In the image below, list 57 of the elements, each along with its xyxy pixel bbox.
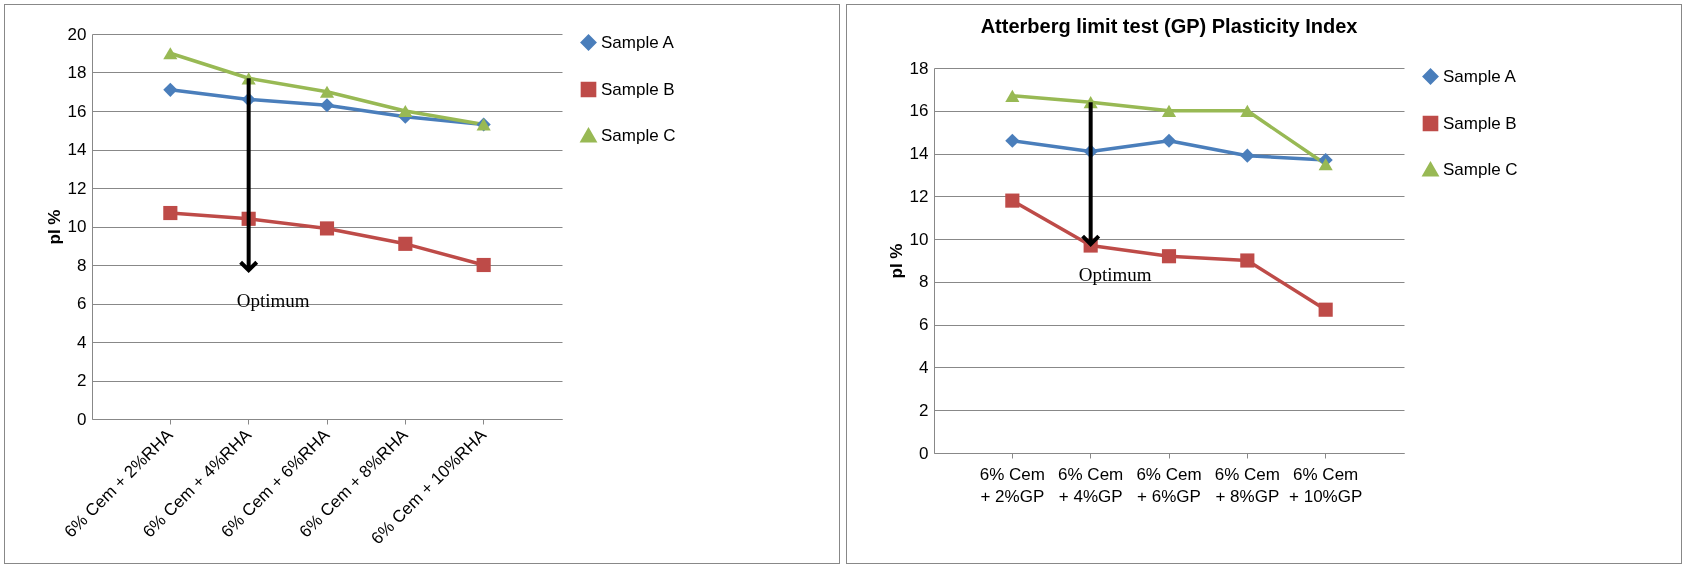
legend-label: Sample C (1443, 159, 1518, 179)
legend-label: Sample B (601, 79, 675, 99)
y-axis-title: pI % (886, 243, 906, 279)
y-tick-label: 0 (77, 409, 87, 429)
point (1161, 104, 1177, 117)
y-tick-label: 14 (909, 144, 929, 164)
point (1318, 158, 1333, 171)
y-tick-label: 2 (919, 400, 929, 420)
y-tick-label: 6 (77, 294, 87, 313)
point (319, 85, 335, 98)
legend-label: Sample A (601, 32, 675, 52)
x-tick-label: 6% Cem + 10%GP (1289, 464, 1363, 506)
point (319, 98, 335, 113)
legend-label: Sample A (1443, 66, 1517, 86)
point (1005, 133, 1020, 148)
y-tick-label: 12 (909, 186, 929, 206)
y-tick-label: 2 (77, 371, 87, 390)
point (1240, 253, 1255, 268)
legend-label: Sample C (601, 125, 676, 145)
x-tick-label: 6% Cem + 6%GP (1136, 464, 1202, 506)
y-tick-label: 10 (909, 229, 929, 249)
point (1318, 302, 1333, 317)
y-axis-title: pI % (44, 209, 64, 245)
point (1005, 89, 1020, 102)
y-tick-label: 10 (67, 217, 87, 236)
point (1240, 148, 1255, 163)
y-tick-label: 4 (919, 357, 929, 377)
point (476, 257, 491, 273)
point (319, 221, 335, 236)
legend-label: Sample B (1443, 113, 1517, 133)
annotation: Optimum (236, 290, 310, 312)
point (1005, 193, 1020, 208)
y-tick-label: 14 (67, 140, 87, 159)
y-tick-label: 16 (67, 101, 87, 121)
point (163, 82, 178, 97)
point (1161, 133, 1177, 148)
point (1161, 249, 1177, 264)
point (1240, 104, 1255, 117)
y-tick-label: 20 (67, 24, 87, 44)
y-tick-label: 4 (77, 332, 87, 352)
y-tick-label: 8 (919, 272, 929, 292)
y-tick-label: 12 (67, 178, 87, 198)
chart-title: Atterberg limit test (GP) Plasticity Index (980, 15, 1358, 37)
point (398, 104, 413, 118)
y-tick-label: 0 (919, 443, 929, 463)
y-tick-label: 18 (67, 63, 87, 82)
x-tick-label: 6% Cem + 2%GP (979, 464, 1045, 506)
point (163, 47, 178, 60)
x-tick-label: 6% Cem + 8%GP (1214, 464, 1280, 506)
y-tick-label: 6 (919, 315, 929, 335)
annotation: Optimum (1078, 264, 1152, 286)
x-tick-label: 6% Cem + 4%GP (1058, 464, 1124, 506)
y-tick-label: 16 (909, 101, 929, 121)
y-tick-label: 18 (909, 58, 929, 78)
y-tick-label: 8 (77, 255, 87, 275)
point (398, 236, 413, 251)
point (163, 205, 178, 221)
